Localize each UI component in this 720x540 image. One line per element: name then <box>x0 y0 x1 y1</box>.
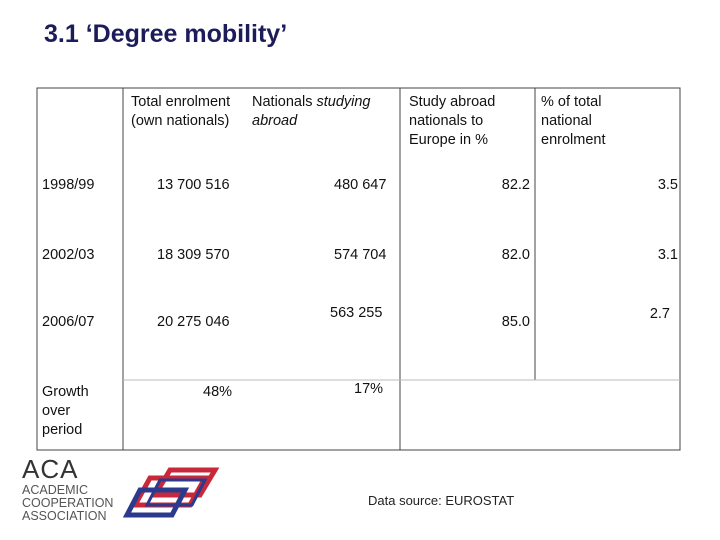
row-label: 1998/99 <box>42 177 95 193</box>
row-label: 2002/03 <box>42 247 95 263</box>
header-text: Nationals <box>252 94 313 110</box>
cell: 85.0 <box>501 314 530 330</box>
row-label: Growth over period <box>42 384 89 438</box>
cell: 82.0 <box>501 247 530 263</box>
logo-line: ACADEMIC <box>22 483 88 497</box>
header-cell: Nationals studying abroad <box>252 93 402 131</box>
cell: 20 275 046 <box>157 314 230 330</box>
cell: 574 704 <box>334 247 387 263</box>
row-label: 2006/07 <box>42 314 95 330</box>
header-cell: Total enrolment (own nationals) <box>131 94 231 129</box>
cell: 2.7 <box>649 306 670 322</box>
header-cell: Study abroad nationals to Europe in % <box>409 94 496 148</box>
cell: 3.1 <box>657 247 678 263</box>
cell: 17% <box>354 381 384 397</box>
cell: 13 700 516 <box>157 177 230 193</box>
cell: 480 647 <box>334 177 387 193</box>
logo-line: COOPERATION <box>22 496 114 510</box>
logo-mark <box>122 467 220 518</box>
cell: 48% <box>203 384 233 400</box>
cell: 3.5 <box>657 177 678 193</box>
cell: 563 255 <box>330 305 383 321</box>
slide-title: 3.1 ‘Degree mobility’ <box>44 20 288 48</box>
cell: 82.2 <box>501 177 530 193</box>
logo-text: ACADEMIC COOPERATION ASSOCIATION <box>22 484 113 523</box>
cell: 18 309 570 <box>157 247 230 263</box>
logo-acronym: ACA <box>22 454 79 484</box>
header-cell: % of total national enrolment <box>541 94 606 148</box>
source-note: Data source: EUROSTAT <box>368 493 515 508</box>
header-text: studying abroad <box>252 94 371 129</box>
logo-line: ASSOCIATION <box>22 509 107 523</box>
